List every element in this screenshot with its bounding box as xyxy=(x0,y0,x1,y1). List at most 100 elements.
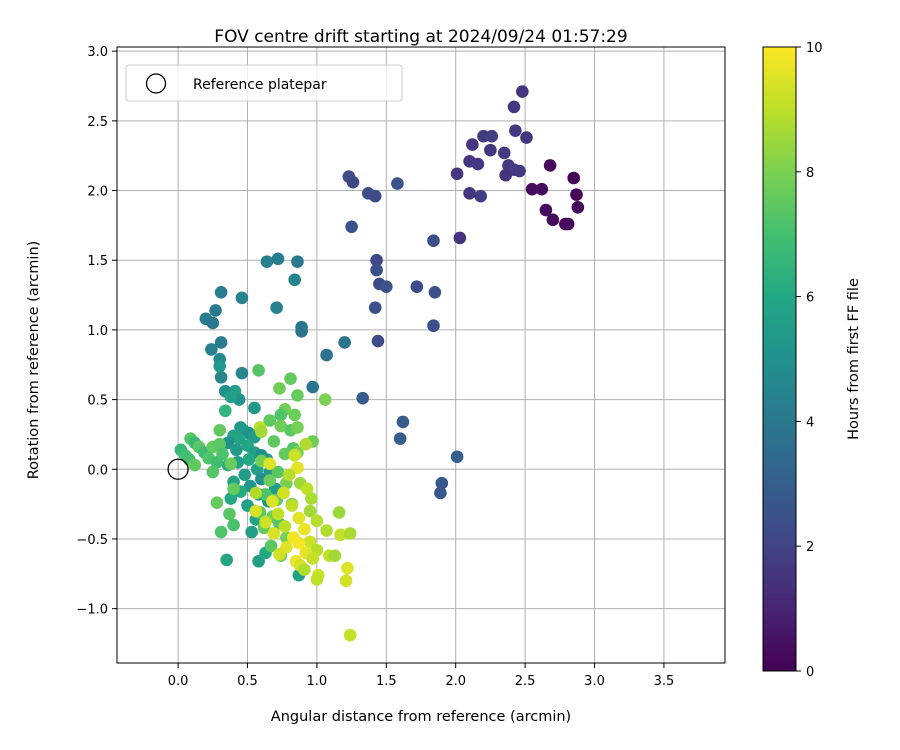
scatter-point xyxy=(513,164,526,178)
scatter-point xyxy=(310,514,324,528)
scatter-point xyxy=(271,465,285,479)
scatter-point xyxy=(291,421,304,434)
legend: Reference platepar xyxy=(125,64,403,102)
colorbar-ticks: 0 2 4 6 8 10 xyxy=(796,41,823,680)
scatter-point xyxy=(284,372,297,385)
scatter-point xyxy=(227,518,240,532)
legend-marker-open-circle xyxy=(145,73,167,94)
scatter-point xyxy=(520,131,533,144)
scatter-point xyxy=(450,450,464,464)
scatter-point xyxy=(216,447,229,461)
colorbar-tick-label: 4 xyxy=(806,415,814,430)
scatter-point xyxy=(346,175,360,189)
chart-title: FOV centre drift starting at 2024/09/24 … xyxy=(214,27,627,47)
scatter-point xyxy=(370,253,383,267)
scatter-point xyxy=(320,524,333,537)
plot-area xyxy=(116,46,726,664)
scatter-point xyxy=(571,200,585,214)
scatter-point xyxy=(295,325,308,338)
scatter-point xyxy=(223,507,236,521)
scatter-point xyxy=(274,419,288,433)
scatter-point xyxy=(306,380,320,394)
scatter-point xyxy=(410,280,424,294)
scatter-point xyxy=(252,554,265,568)
y-tick-label: 0.5 xyxy=(87,394,108,409)
scatter-point xyxy=(368,189,382,203)
scatter-point xyxy=(232,432,246,445)
scatter-point xyxy=(303,535,317,549)
colorbar-label: Hours from first FF file xyxy=(846,278,862,440)
scatter-point xyxy=(260,255,274,268)
scatter-point xyxy=(271,507,285,521)
scatter-point xyxy=(267,527,281,540)
scatter-point xyxy=(235,291,249,305)
scatter-point xyxy=(450,167,464,181)
scatter-point xyxy=(485,129,499,143)
scatter-point xyxy=(224,390,238,404)
scatter-point xyxy=(303,504,317,518)
scatter-point xyxy=(535,182,549,196)
scatter-point xyxy=(245,525,258,539)
scatter-point xyxy=(339,574,353,588)
scatter-point xyxy=(263,457,276,471)
y-tick-label: 0.0 xyxy=(87,463,108,478)
scatter-point xyxy=(463,187,476,200)
scatter-point xyxy=(474,189,487,203)
scatter-point xyxy=(213,437,227,451)
scatter-point xyxy=(497,146,511,160)
y-tick-label: −0.5 xyxy=(76,533,108,548)
scatter-point xyxy=(288,449,301,462)
scatter-point xyxy=(282,468,296,482)
scatter-point xyxy=(205,343,218,356)
scatter-point xyxy=(248,401,261,415)
scatter-point xyxy=(188,458,202,472)
scatter-point xyxy=(300,482,314,496)
y-tick-label: 3.0 xyxy=(87,45,108,60)
plot-background xyxy=(117,47,725,663)
scatter-point xyxy=(332,506,346,519)
scatter-point xyxy=(298,522,311,536)
colorbar-gradient xyxy=(762,46,797,672)
scatter-point xyxy=(396,415,410,429)
scatter-point xyxy=(230,443,243,457)
scatter-point xyxy=(214,336,228,349)
scatter-point xyxy=(274,408,288,422)
x-tick-label: 0.0 xyxy=(168,674,189,689)
scatter-point xyxy=(434,486,447,500)
scatter-point xyxy=(298,563,311,576)
scatter-point xyxy=(266,495,279,508)
scatter-point xyxy=(206,316,220,330)
y-axis-label: Rotation from reference (arcmin) xyxy=(26,241,42,480)
scatter-point xyxy=(356,391,369,405)
scatter-point xyxy=(320,348,333,362)
scatter-point xyxy=(288,273,301,287)
scatter-point xyxy=(484,143,497,157)
plot-frame xyxy=(116,46,726,664)
y-tick-label: 1.5 xyxy=(87,254,108,269)
scatter-point xyxy=(306,552,320,565)
scatter-point xyxy=(249,504,263,518)
scatter-point xyxy=(209,304,222,317)
scatter-point xyxy=(471,157,485,171)
scatter-point xyxy=(278,520,292,533)
scatter-point xyxy=(242,453,256,466)
scatter-point xyxy=(570,188,583,202)
colorbar-tick-label: 6 xyxy=(806,291,814,306)
scatter-point xyxy=(427,319,440,333)
scatter-point xyxy=(368,301,382,314)
y-axis-ticks: −1.0 −0.5 0.0 0.5 1.0 1.5 2.0 2.5 3.0 xyxy=(76,45,117,618)
scatter-point xyxy=(379,280,393,294)
scatter-point xyxy=(213,423,227,437)
scatter-point xyxy=(273,547,286,561)
scatter-point xyxy=(224,457,238,471)
scatter-point xyxy=(238,468,252,482)
x-tick-label: 3.0 xyxy=(584,674,605,689)
scatter-point xyxy=(516,85,529,98)
scatter-point xyxy=(567,171,580,185)
scatter-point xyxy=(299,437,313,451)
scatter-point xyxy=(278,447,292,461)
scatter-point xyxy=(318,393,332,406)
scatter-point xyxy=(235,366,249,380)
colorbar-tick-label: 0 xyxy=(806,665,814,680)
